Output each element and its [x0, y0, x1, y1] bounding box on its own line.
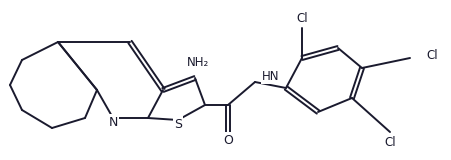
Text: HN: HN [262, 69, 280, 83]
Text: O: O [223, 133, 233, 147]
Text: Cl: Cl [426, 48, 437, 61]
Text: S: S [174, 117, 182, 131]
Text: Cl: Cl [384, 136, 396, 148]
Text: N: N [108, 116, 118, 128]
Text: Cl: Cl [296, 12, 308, 24]
Text: NH₂: NH₂ [187, 56, 209, 68]
